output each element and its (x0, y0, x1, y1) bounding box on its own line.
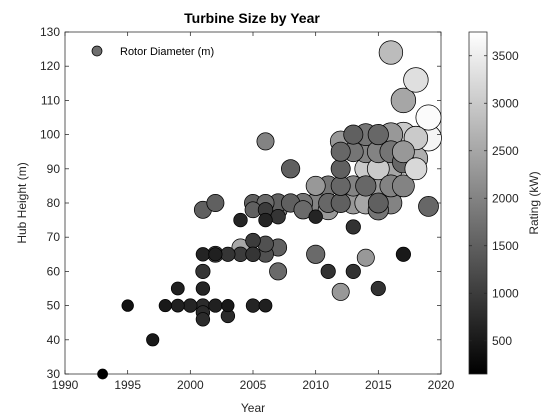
scatter-point (281, 159, 301, 179)
y-axis-label: Hub Height (m) (15, 162, 29, 243)
x-tick-label: 2015 (365, 378, 392, 392)
scatter-point (195, 281, 211, 296)
colorbar-tick-label: 1500 (492, 239, 519, 253)
y-tick-label: 130 (40, 25, 60, 39)
scatter-point (245, 232, 261, 249)
scatter-point (306, 244, 326, 264)
scatter-point (208, 247, 223, 262)
scatter-point (293, 200, 313, 220)
y-tick-label: 100 (40, 128, 60, 142)
colorbar-ticks: 500 1000 1500 2000 2500 3000 3500 (469, 49, 519, 348)
y-tick-label: 40 (47, 333, 61, 347)
colorbar-label: Rating (kW) (527, 171, 541, 234)
colorbar-tick-label: 3000 (492, 96, 519, 110)
colorbar-tick-label: 500 (492, 334, 512, 348)
scatter-point (330, 141, 351, 162)
y-tick-label: 80 (47, 196, 61, 210)
scatter-point (269, 262, 288, 281)
scatter-point (183, 298, 198, 313)
scatter-point (390, 87, 417, 114)
colorbar-tick-label: 2500 (492, 144, 519, 158)
scatter-point (392, 140, 415, 164)
scatter-point (343, 124, 364, 145)
scatter-point (331, 282, 350, 301)
plot-area: 1990 1995 2000 2005 2010 2015 2020 30 40 50 60 70 80… (40, 25, 455, 392)
scatter-point (378, 40, 404, 65)
scatter-point (345, 263, 361, 279)
scatter-point (170, 298, 185, 313)
x-tick-label: 1990 (52, 378, 79, 392)
x-tick-label: 2020 (428, 378, 455, 392)
scatter-point (404, 157, 428, 181)
scatter-point (345, 219, 361, 235)
x-axis-label: Year (241, 401, 265, 415)
y-tick-label: 120 (40, 59, 60, 73)
y-tick-label: 70 (47, 230, 61, 244)
colorbar-tick-label: 2000 (492, 191, 519, 205)
scatter-point (220, 246, 236, 262)
scatter-point (97, 368, 108, 380)
scatter-point (330, 158, 351, 179)
x-tick-label: 2005 (240, 378, 267, 392)
scatter-point (206, 194, 225, 212)
scatter-point (221, 299, 235, 313)
scatter-point (367, 124, 389, 146)
scatter-point (170, 281, 185, 296)
scatter-point (370, 280, 386, 297)
y-tick-label: 30 (47, 367, 61, 381)
scatter-point (330, 193, 351, 213)
scatter-point (158, 299, 172, 313)
scatter-point (356, 248, 375, 267)
x-tick-label: 2010 (302, 378, 329, 392)
y-tick-label: 50 (47, 299, 61, 313)
scatter-point (367, 192, 389, 214)
legend-box (80, 40, 230, 64)
scatter-point (195, 312, 211, 327)
scatter-point (195, 263, 211, 279)
scatter-point (330, 175, 351, 196)
colorbar-tick-label: 3500 (492, 49, 519, 63)
legend-entry: Rotor Diameter (m) (120, 46, 214, 58)
scatter-point (305, 175, 326, 196)
scatter-point (146, 333, 160, 347)
scatter-point (258, 298, 273, 313)
scatter-point (308, 209, 323, 224)
scatter-points (97, 40, 442, 380)
scatter-point (245, 246, 261, 262)
legend: Rotor Diameter (m) (80, 40, 230, 64)
scatter-point (392, 174, 415, 198)
colorbar-gradient (468, 31, 488, 375)
scatter-point (355, 175, 377, 197)
chart-title: Turbine Size by Year (184, 10, 320, 26)
x-tick-label: 1995 (114, 378, 141, 392)
scatter-point (415, 104, 442, 131)
colorbar-tick-label: 1000 (492, 286, 519, 300)
scatter-point (258, 212, 273, 228)
colorbar: 500 1000 1500 2000 2500 3000 3500 Rating (kW) (468, 31, 541, 375)
y-tick-label: 110 (41, 93, 60, 107)
scatter-point (403, 67, 429, 93)
scatter-point (195, 247, 211, 262)
scatter-point (395, 246, 411, 262)
x-tick-label: 2000 (177, 378, 204, 392)
scatter-point (418, 196, 439, 217)
y-tick-label: 90 (47, 162, 61, 176)
scatter-point (121, 299, 134, 312)
legend-marker (91, 45, 103, 57)
scatter-point (320, 263, 336, 279)
scatter-point (245, 298, 261, 313)
scatter-point (256, 132, 275, 151)
scatter-point (233, 212, 248, 228)
axis-ticks: 1990 1995 2000 2005 2010 2015 2020 30 40 50 60 70 80… (40, 25, 455, 392)
y-tick-label: 60 (47, 264, 61, 278)
scatter-point (208, 298, 223, 313)
scatter-point (270, 209, 286, 225)
